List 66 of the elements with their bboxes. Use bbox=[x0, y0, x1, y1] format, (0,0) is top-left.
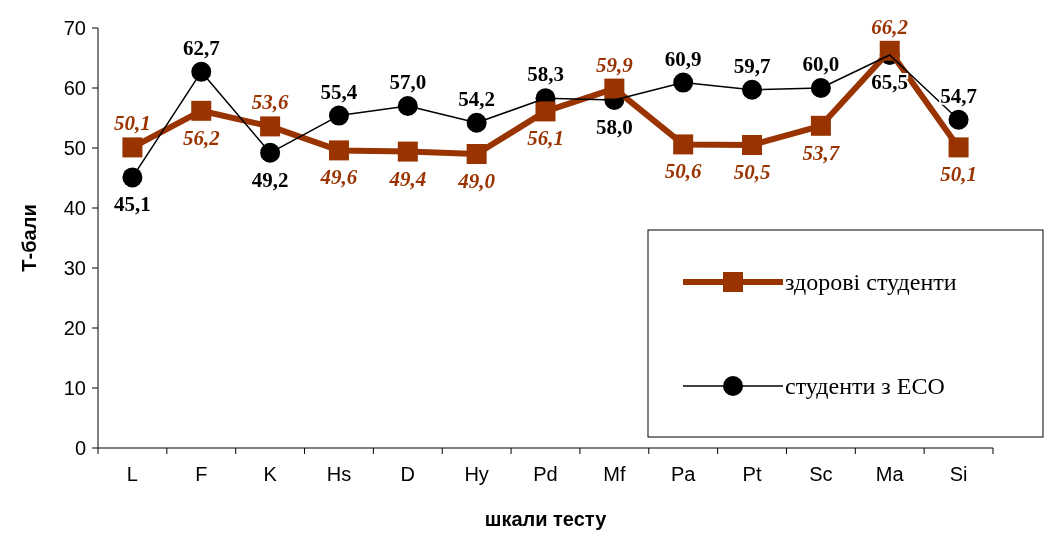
data-label: 66,2 bbox=[871, 14, 909, 39]
y-axis-title: Т-бали bbox=[18, 204, 40, 272]
data-label: 56,1 bbox=[527, 126, 564, 151]
data-label: 50,6 bbox=[664, 159, 703, 184]
point bbox=[742, 79, 763, 100]
point bbox=[397, 141, 418, 162]
data-label: 49,4 bbox=[388, 166, 427, 191]
point bbox=[260, 116, 281, 137]
data-label: 50,1 bbox=[940, 162, 977, 187]
data-label: 65,5 bbox=[871, 70, 909, 94]
point bbox=[948, 137, 969, 158]
x-tick-label: Hy bbox=[464, 463, 489, 485]
x-tick-label: Si bbox=[949, 463, 968, 485]
data-label: 59,7 bbox=[733, 53, 771, 78]
data-label: 59,9 bbox=[595, 52, 634, 77]
x-tick-label: K bbox=[263, 463, 278, 485]
data-label: 58,0 bbox=[595, 115, 633, 139]
data-label: 49,0 bbox=[457, 169, 496, 193]
data-label: 53,7 bbox=[802, 140, 841, 165]
data-label: 60,0 bbox=[802, 52, 840, 76]
data-label: 62,7 bbox=[182, 35, 220, 60]
point bbox=[810, 115, 831, 136]
y-tick-label: 0 bbox=[74, 437, 86, 459]
x-tick-label: Ma bbox=[875, 463, 905, 485]
data-label: 54,2 bbox=[458, 86, 496, 111]
y-tick-label: 10 bbox=[63, 377, 86, 399]
x-tick-label: Pd bbox=[533, 463, 558, 485]
data-label: 53,6 bbox=[251, 90, 289, 115]
data-label: 58,3 bbox=[527, 62, 564, 87]
data-label: 45,1 bbox=[114, 192, 151, 217]
y-tick-label: 70 bbox=[63, 17, 86, 39]
y-tick-label: 40 bbox=[63, 197, 86, 219]
data-label: 50,5 bbox=[733, 160, 771, 184]
x-tick-label: Pa bbox=[670, 463, 697, 485]
point bbox=[742, 135, 763, 155]
point bbox=[948, 109, 969, 130]
legend-label: здорові студенти bbox=[785, 269, 957, 296]
point bbox=[328, 140, 349, 161]
y-tick-label: 50 bbox=[63, 137, 86, 159]
x-axis-title: шкали тесту bbox=[484, 508, 608, 530]
x-tick-label: Hs bbox=[326, 463, 352, 485]
y-tick-label: 30 bbox=[63, 257, 86, 279]
y-tick-label: 20 bbox=[63, 317, 86, 339]
data-label: 49,6 bbox=[319, 165, 358, 190]
point bbox=[122, 167, 143, 188]
x-tick-label: D bbox=[400, 463, 416, 485]
data-label: 56,2 bbox=[182, 125, 221, 150]
point bbox=[604, 78, 625, 99]
point bbox=[673, 134, 694, 155]
legend-label: студенти з ЕСО bbox=[785, 373, 945, 400]
point bbox=[535, 101, 556, 122]
x-tick-label: Sc bbox=[809, 463, 833, 485]
data-label: 60,9 bbox=[664, 46, 702, 71]
data-label: 57,0 bbox=[389, 70, 427, 94]
data-label: 54,7 bbox=[940, 83, 977, 108]
point bbox=[466, 144, 487, 164]
x-tick-label: L bbox=[126, 463, 138, 485]
x-tick-label: Mf bbox=[603, 463, 626, 485]
data-label: 50,1 bbox=[114, 111, 151, 136]
data-label: 49,2 bbox=[251, 167, 289, 192]
point bbox=[122, 137, 143, 158]
x-tick-label: F bbox=[195, 463, 208, 485]
data-label: 55,4 bbox=[320, 79, 358, 104]
y-tick-label: 60 bbox=[63, 77, 86, 99]
x-tick-label: Pt bbox=[742, 463, 762, 485]
point bbox=[191, 100, 212, 121]
